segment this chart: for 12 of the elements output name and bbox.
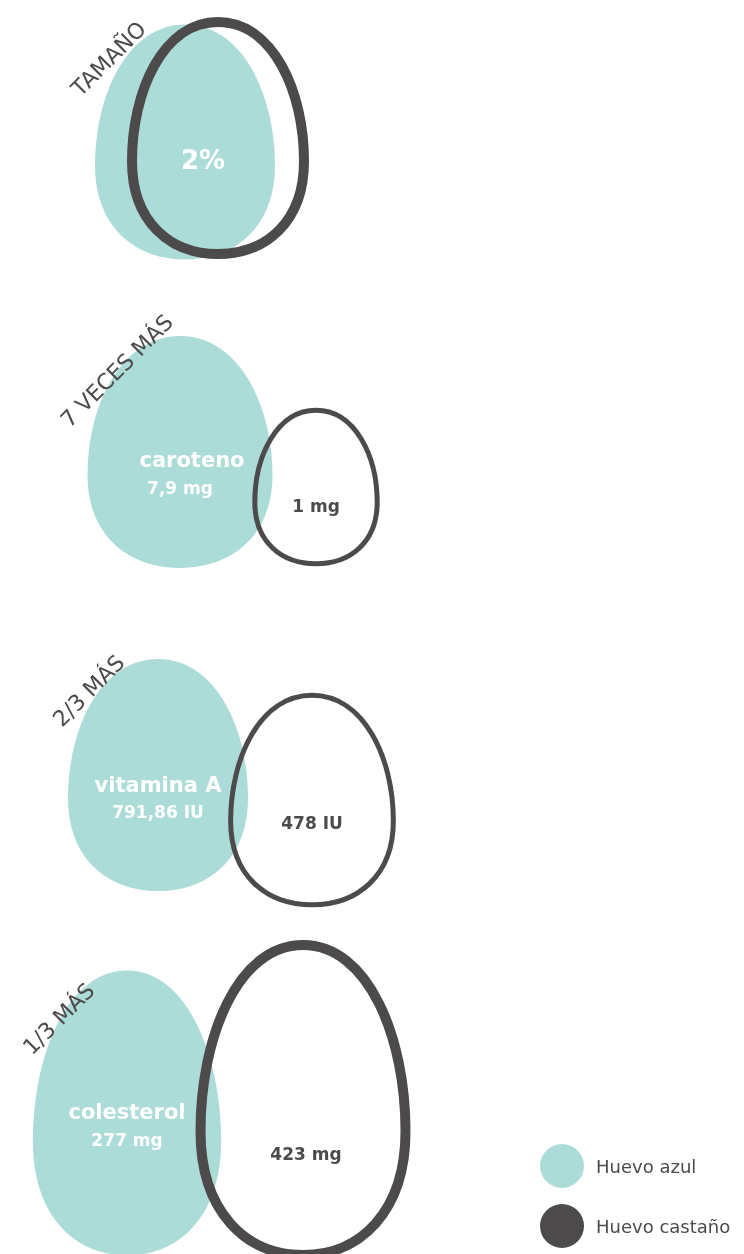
data-label: 423 mg	[270, 1144, 342, 1165]
data-label: 478 IU	[281, 813, 343, 834]
category-label: colesterol	[68, 1100, 186, 1125]
text: Huevo azul	[596, 1155, 697, 1177]
data-label: 277 mg	[91, 1130, 163, 1151]
text: 2%	[180, 144, 226, 175]
legend-label: Huevo castaño	[596, 1215, 731, 1237]
category-label: caroteno	[139, 448, 245, 473]
category-label: vitamina A	[94, 773, 223, 798]
data-label: 7,9 mg	[147, 478, 213, 499]
data-label: 791,86 IU	[112, 802, 204, 823]
data-label: 1 mg	[292, 496, 340, 517]
